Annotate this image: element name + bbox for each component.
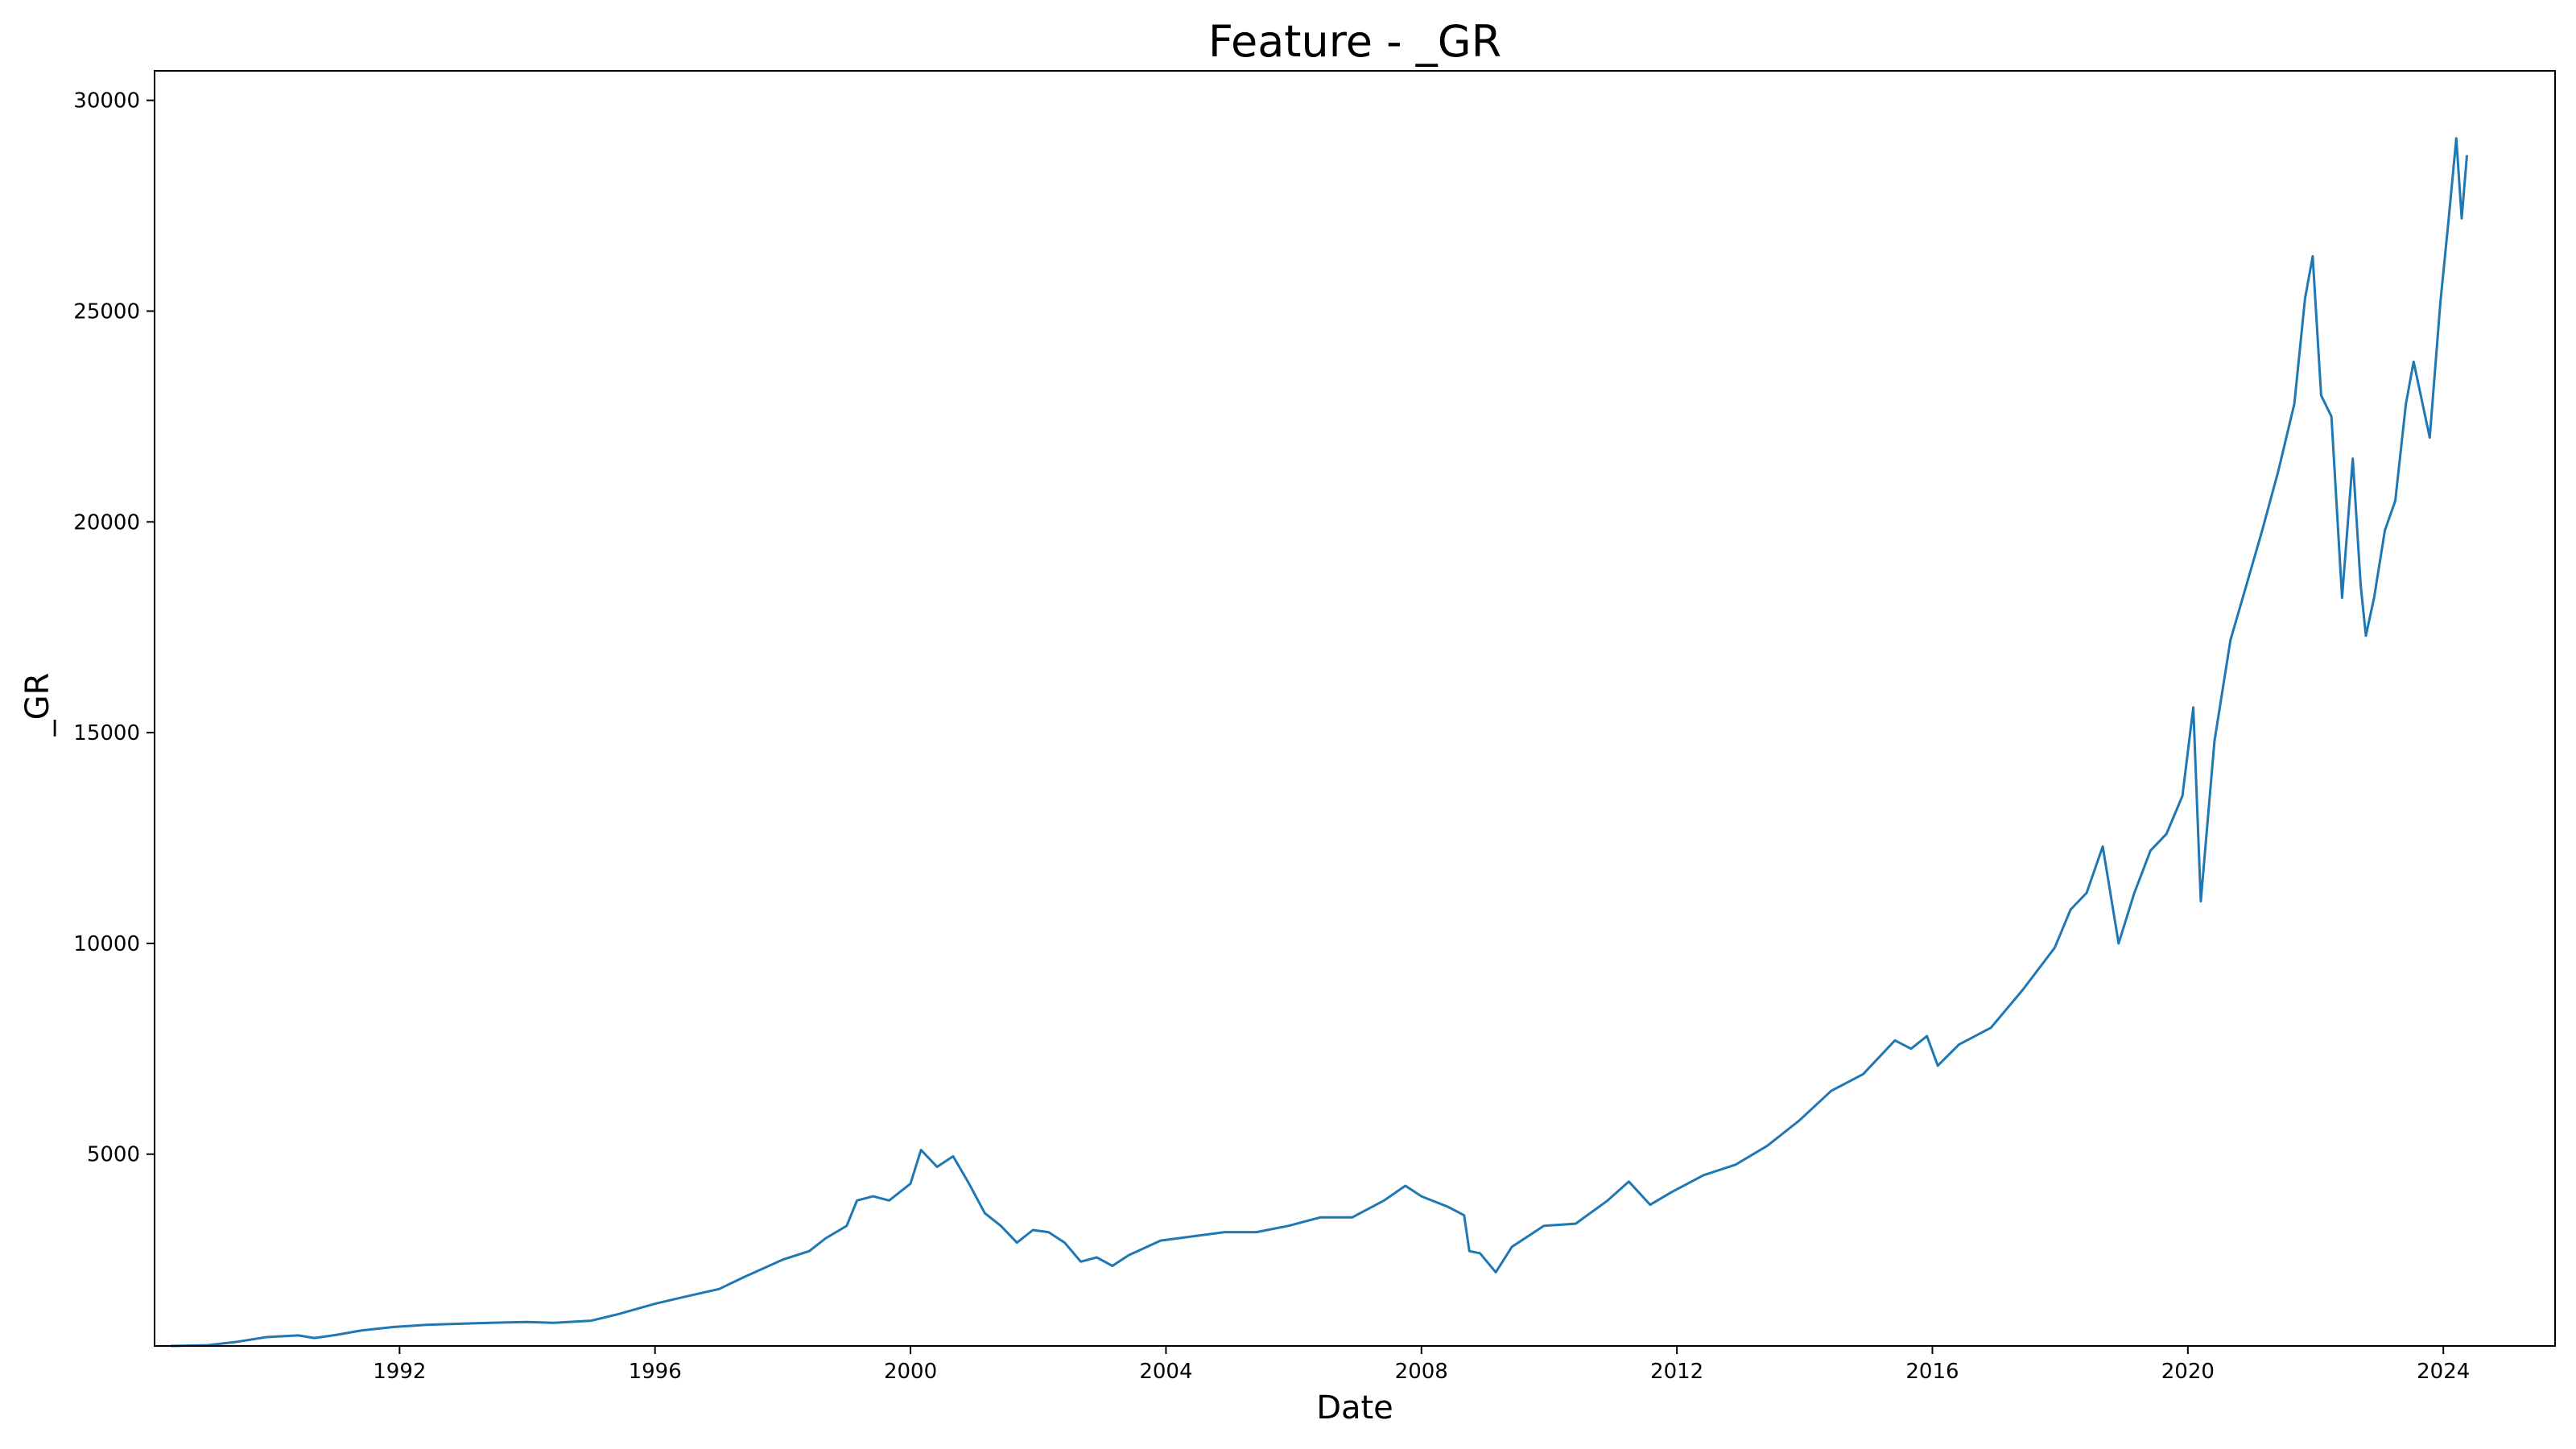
y-tick-label: 10000 [73, 932, 140, 956]
x-tick-label: 2004 [1139, 1360, 1192, 1384]
plot-area [170, 137, 2468, 1348]
y-tick-label: 25000 [73, 299, 140, 324]
x-tick-label: 1992 [373, 1360, 426, 1384]
x-axis-title: Date [1316, 1389, 1393, 1426]
y-tick-label: 30000 [73, 89, 140, 114]
x-tick-label: 2000 [884, 1360, 937, 1384]
x-tick-label: 1996 [629, 1360, 682, 1384]
y-tick-label: 5000 [87, 1143, 140, 1167]
x-tick-label: 2016 [1905, 1360, 1959, 1384]
x-tick-label: 2012 [1650, 1360, 1703, 1384]
y-tick-label: 15000 [73, 721, 140, 745]
series-line-0 [170, 137, 2468, 1348]
y-tick-label: 20000 [73, 510, 140, 535]
plot-frame [154, 70, 2556, 1347]
x-tick-label: 2024 [2417, 1360, 2470, 1384]
chart-title: Feature - _GR [1208, 16, 1501, 67]
y-axis: 5000 10000 15000 20000 25000 30000 [73, 89, 155, 1167]
x-axis: 1992 1996 2000 2004 2008 2012 2016 2020 2024 [373, 1346, 2470, 1384]
y-axis-title: _GR [19, 673, 56, 737]
x-tick-label: 2020 [2161, 1360, 2215, 1384]
x-tick-label: 2008 [1395, 1360, 1448, 1384]
